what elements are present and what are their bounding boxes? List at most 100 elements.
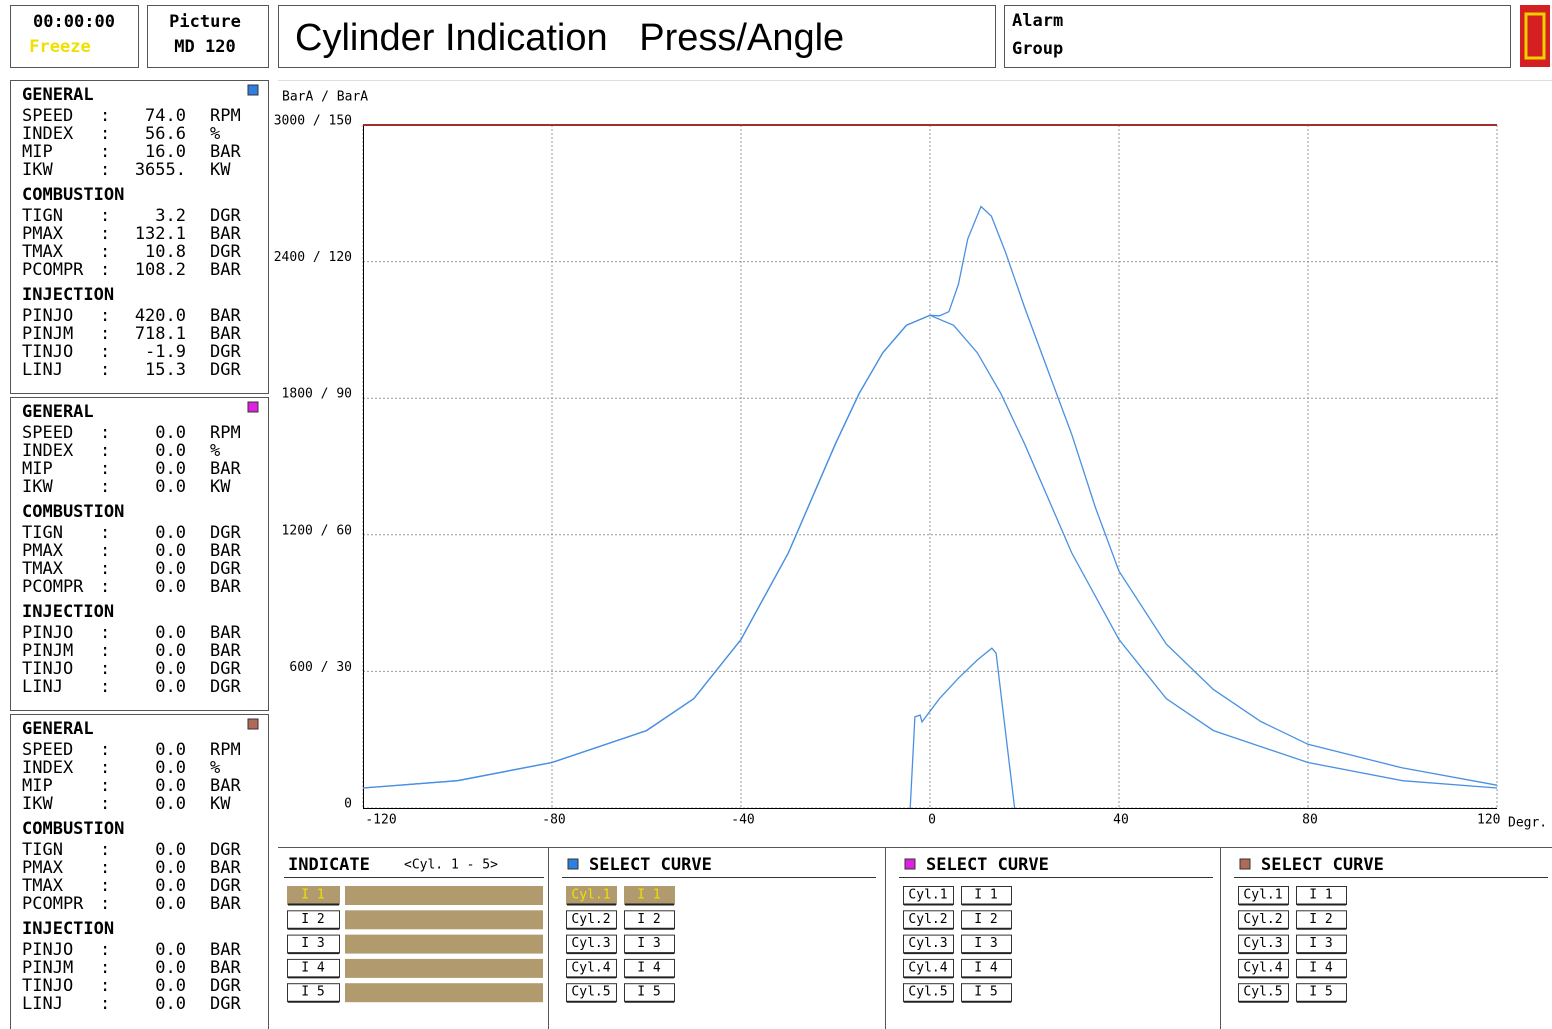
separator: : (100, 342, 110, 362)
param-value: 718.1 (135, 324, 186, 344)
param-unit: DGR (210, 242, 241, 262)
cylinder-button-label[interactable]: Cyl.5 (571, 985, 610, 1000)
x-tick-label: -40 (731, 813, 754, 828)
param-unit: BAR (210, 324, 241, 344)
cylinder-button-label[interactable]: Cyl.5 (908, 985, 947, 1000)
param-name: LINJ (22, 677, 63, 697)
separator: : (100, 976, 110, 996)
title-box (278, 5, 996, 68)
param-value: 0.0 (155, 840, 186, 860)
indication-button-label[interactable]: I 5 (637, 985, 660, 1000)
param-unit: BAR (210, 459, 241, 479)
x-tick-label: 120 (1477, 813, 1500, 828)
cylinder-button-label[interactable]: Cyl.3 (571, 936, 610, 951)
x-tick-label: -80 (542, 813, 565, 828)
picture-box (147, 5, 269, 68)
indication-button-label[interactable]: I 4 (974, 960, 998, 975)
x-tick-label: 80 (1302, 813, 1318, 828)
cylinder-button-label[interactable]: Cyl.4 (1243, 960, 1282, 975)
param-unit: KW (210, 160, 231, 180)
cylinder-button-label[interactable]: Cyl.3 (1243, 936, 1282, 951)
separator: : (100, 794, 110, 814)
indicate-button-label[interactable]: I 2 (301, 912, 324, 927)
param-name: LINJ (22, 360, 63, 380)
indicate-button-label[interactable]: I 1 (301, 888, 324, 903)
param-unit: BAR (210, 940, 241, 960)
param-unit: BAR (210, 641, 241, 661)
separator: : (100, 206, 110, 226)
cylinder-button-label[interactable]: Cyl.2 (571, 912, 610, 927)
cylinder-button-label[interactable]: Cyl.2 (908, 912, 947, 927)
indication-button-label[interactable]: I 2 (974, 912, 997, 927)
cylinder-button-label[interactable]: Cyl.4 (571, 960, 610, 975)
param-unit: BAR (210, 858, 241, 878)
param-value: 0.0 (155, 894, 186, 914)
param-value: 0.0 (155, 677, 186, 697)
separator: : (100, 441, 110, 461)
indication-button-label[interactable]: I 3 (974, 936, 997, 951)
param-name: IKW (22, 160, 53, 180)
param-value: 0.0 (155, 577, 186, 597)
param-name: PINJO (22, 940, 73, 960)
param-unit: DGR (210, 876, 241, 896)
param-value: 0.0 (155, 794, 186, 814)
y-tick-label: 3000 / 150 (274, 114, 352, 129)
param-name: LINJ (22, 994, 63, 1014)
separator: : (100, 840, 110, 860)
indicate-button-label[interactable]: I 4 (301, 960, 325, 975)
separator: : (100, 360, 110, 380)
clock: 00:00:00 (33, 12, 115, 32)
separator: : (100, 994, 110, 1014)
param-unit: BAR (210, 260, 241, 280)
group-label: Group (1012, 39, 1063, 59)
param-unit: DGR (210, 360, 241, 380)
indication-button-label[interactable]: I 5 (974, 985, 997, 1000)
separator: : (100, 324, 110, 344)
indication-button-label[interactable]: I 4 (1309, 960, 1333, 975)
indication-button-label[interactable]: I 1 (974, 888, 997, 903)
cylinder-button-label[interactable]: Cyl.5 (1243, 985, 1282, 1000)
cylinder-button-label[interactable]: Cyl.3 (908, 936, 947, 951)
param-unit: DGR (210, 677, 241, 697)
cylinder-button-label[interactable]: Cyl.1 (571, 888, 610, 903)
x-tick-label: -120 (365, 813, 396, 828)
cylinder-button-label[interactable]: Cyl.1 (1243, 888, 1282, 903)
x-tick-label: 0 (928, 813, 936, 828)
indication-button-label[interactable]: I 1 (637, 888, 660, 903)
separator: : (100, 958, 110, 978)
indication-button-label[interactable]: I 1 (1309, 888, 1332, 903)
param-name: TINJO (22, 976, 73, 996)
cylinder-button-label[interactable]: Cyl.4 (908, 960, 947, 975)
param-unit: BAR (210, 306, 241, 326)
indication-button-label[interactable]: I 5 (1309, 985, 1332, 1000)
indication-button-label[interactable]: I 2 (1309, 912, 1332, 927)
indication-button-label[interactable]: I 2 (637, 912, 660, 927)
param-unit: DGR (210, 523, 241, 543)
param-value: 0.0 (155, 423, 186, 443)
param-value: 0.0 (155, 477, 186, 497)
indication-button-label[interactable]: I 4 (637, 960, 661, 975)
param-name: SPEED (22, 106, 73, 126)
separator: : (100, 894, 110, 914)
indication-button-label[interactable]: I 3 (1309, 936, 1332, 951)
param-name: IKW (22, 477, 53, 497)
y-tick-label: 1200 / 60 (282, 523, 352, 538)
param-name: INDEX (22, 758, 74, 778)
param-unit: DGR (210, 840, 241, 860)
cylinder-button-label[interactable]: Cyl.1 (908, 888, 947, 903)
section-title: GENERAL (22, 719, 94, 739)
indicate-button-label[interactable]: I 3 (301, 936, 324, 951)
x-axis-label: Degr. (1508, 816, 1547, 831)
indication-button-label[interactable]: I 3 (637, 936, 660, 951)
separator: : (100, 306, 110, 326)
param-unit: BAR (210, 958, 241, 978)
cylinder-button-label[interactable]: Cyl.2 (1243, 912, 1282, 927)
picture-label: Picture (169, 12, 241, 32)
param-unit: % (210, 124, 220, 144)
separator: : (100, 740, 110, 760)
param-name: TINJO (22, 659, 73, 679)
clock-box (10, 5, 139, 68)
indicate-button-label[interactable]: I 5 (301, 985, 324, 1000)
param-unit: DGR (210, 659, 241, 679)
